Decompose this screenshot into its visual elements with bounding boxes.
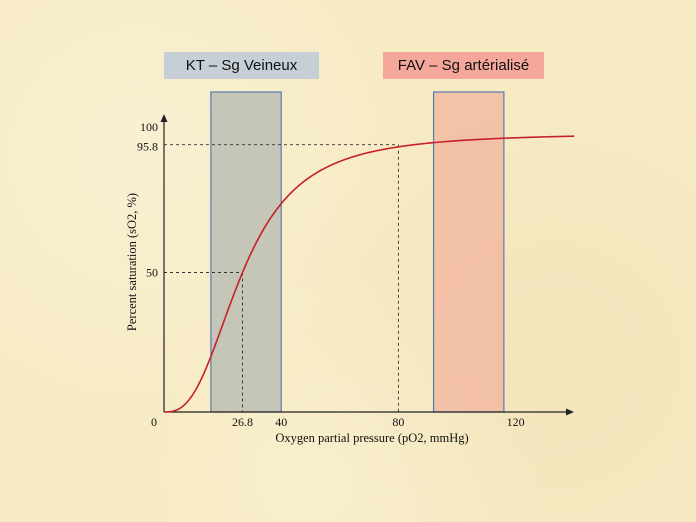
x-tick-label-40: 40 xyxy=(275,415,287,429)
y-tick-labels: 50 95.8 100 xyxy=(137,120,158,280)
y-tick-label-95.8: 95.8 xyxy=(137,140,158,154)
y-tick-label-50: 50 xyxy=(146,266,158,280)
y-axis-label: Percent saturation (sO2, %) xyxy=(125,193,139,331)
y-axis-arrow xyxy=(160,114,168,122)
venous-blood-label: KT – Sg Veineux xyxy=(164,52,319,79)
arterial-blood-label: FAV – Sg artérialisé xyxy=(383,52,544,79)
x-axis-label: Oxygen partial pressure (pO2, mmHg) xyxy=(275,431,468,445)
axes xyxy=(160,114,574,416)
x-axis-arrow xyxy=(566,408,574,416)
x-tick-label-80: 80 xyxy=(392,415,404,429)
x-tick-label-120: 120 xyxy=(507,415,525,429)
x-tick-label-26.8: 26.8 xyxy=(232,415,253,429)
saturation-curve xyxy=(163,135,575,413)
venous-range-band xyxy=(210,91,282,413)
y-tick-label-100: 100 xyxy=(140,120,158,134)
venous-blood-label-text: KT – Sg Veineux xyxy=(185,57,298,74)
reference-lines xyxy=(164,144,399,412)
shaded-ranges xyxy=(210,91,505,413)
arterial-range-band xyxy=(432,91,505,413)
x-tick-labels: 0 26.8 40 80 120 xyxy=(151,415,525,429)
arterial-blood-label-text: FAV – Sg artérialisé xyxy=(397,57,530,74)
x-tick-label-0: 0 xyxy=(151,415,157,429)
